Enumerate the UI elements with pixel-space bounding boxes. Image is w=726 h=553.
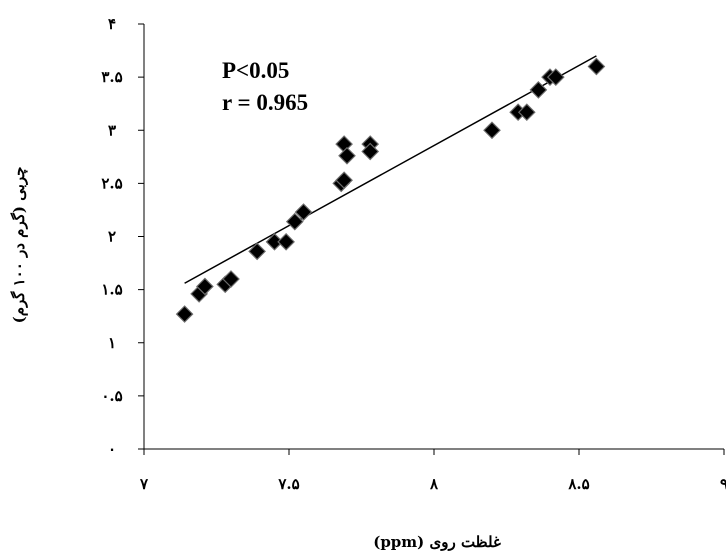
data-point (517, 103, 536, 122)
data-point (196, 277, 214, 296)
data-point (175, 305, 194, 323)
x-axis-title: غلظت روی (ppm) (373, 533, 501, 551)
data-point (529, 81, 548, 99)
trendline (184, 55, 597, 284)
data-point (285, 212, 304, 231)
y-tick-label: ۴ (108, 15, 116, 33)
data-point (546, 68, 565, 86)
y-tick-label: ۰ (108, 440, 116, 458)
data-point (277, 232, 295, 251)
tick-labels: ۰ ۰.۵ ۱ ۱.۵ ۲ ۲.۵ ۳ ۳.۵ ۴ ۷ ۷.۵ ۸ ۸.۵ ۹ (101, 15, 726, 493)
x-tick-label: ۷.۵ (277, 475, 299, 493)
annotation-p-value: P<0.05 (222, 58, 289, 83)
data-point (483, 121, 501, 140)
y-tick-label: ۳.۵ (101, 68, 122, 86)
y-tick-label: ۱ (108, 334, 116, 352)
data-point (222, 270, 240, 288)
data-points (175, 57, 606, 323)
y-tick-label: ۳ (108, 121, 116, 139)
y-tick-label: ۲ (108, 228, 116, 246)
y-tick-label: ۰.۵ (101, 387, 122, 405)
x-tick-label: ۸ (429, 475, 439, 493)
data-point (587, 57, 606, 76)
data-point (265, 232, 284, 251)
axes (138, 23, 725, 455)
data-point (338, 146, 356, 165)
data-point (335, 171, 353, 190)
annotation-r-value: r = 0.965 (222, 90, 308, 115)
y-tick-label: ۲.۵ (101, 174, 122, 192)
x-tick-label: ۸.۵ (567, 475, 589, 493)
y-tick-label: ۱.۵ (101, 281, 122, 299)
trendline-path (184, 55, 597, 284)
x-tick-label: ۷ (139, 475, 149, 493)
data-point (248, 242, 266, 261)
data-point (294, 203, 313, 221)
data-point (361, 142, 380, 161)
y-axis-title: چربی (گرم در ۱۰۰ گرم) (10, 167, 28, 324)
x-tick-label: ۹ (720, 475, 726, 493)
